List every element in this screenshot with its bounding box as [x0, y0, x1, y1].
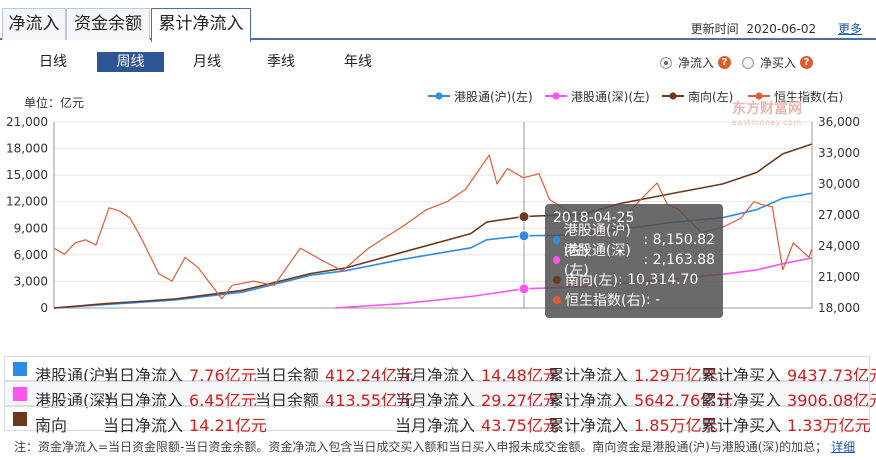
- tab-cumulative-inflow[interactable]: 累计净流入: [151, 8, 251, 42]
- y-right-tick-label: 18,000: [818, 301, 860, 315]
- legend-hgt-label: 港股通(沪)(左): [454, 89, 533, 104]
- chart-axes: 0 3,000 6,000 9,000 12,000 15,000 18,000 21,000…: [6, 115, 860, 315]
- summary-name: 港股通(深): [35, 391, 112, 410]
- cumulative-flow-chart[interactable]: 0 3,000 6,000 9,000 12,000 15,000 18,000 21,000…: [0, 110, 876, 320]
- help-icon[interactable]: ?: [800, 56, 814, 69]
- series-color-swatch: [13, 362, 27, 376]
- y-left-tick-label: 18,000: [6, 142, 48, 156]
- legend-sgt[interactable]: 港股通(深)(左): [545, 88, 650, 104]
- legend-south-label: 南向(左): [688, 89, 734, 104]
- y-right-tick-label: 36,000: [818, 115, 860, 129]
- period-daily[interactable]: 日线: [39, 54, 67, 70]
- tab-net-inflow[interactable]: 净流入: [2, 8, 66, 40]
- hover-marker-south: [518, 211, 530, 223]
- period-weekly[interactable]: 周线: [97, 52, 164, 72]
- option-net-inflow-label: 净流入: [678, 56, 715, 70]
- chart-hover-marks: [518, 122, 530, 308]
- details-link[interactable]: 详细: [831, 440, 856, 454]
- series-line-hgt: [53, 192, 812, 309]
- tooltip-dot-icon: [553, 236, 560, 244]
- tab-bar: 净流入 资金余额 累计净流入: [0, 0, 876, 42]
- legend-dot-icon: [669, 92, 677, 100]
- summary-name: 港股通(沪): [35, 366, 112, 385]
- y-left-tick-label: 15,000: [6, 168, 48, 182]
- legend-sgt-label: 港股通(深)(左): [571, 89, 650, 104]
- radio-unchecked-icon[interactable]: [742, 56, 754, 69]
- tooltip-dot-icon: [553, 256, 560, 264]
- legend-dot-icon: [755, 92, 763, 100]
- period-monthly[interactable]: 月线: [193, 54, 221, 70]
- y-right-tick-label: 24,000: [818, 239, 860, 253]
- help-icon[interactable]: ?: [718, 56, 732, 69]
- period-quarterly[interactable]: 季线: [267, 54, 295, 70]
- tooltip-row-sgt: 港股通(深)(左): 2,163.88: [553, 243, 715, 279]
- tooltip-row-hgt: 港股通(沪)(左): 8,150.82: [553, 223, 715, 259]
- hover-marker-sgt: [518, 283, 530, 295]
- tooltip-row-south: 南向(左): 10,314.70: [553, 270, 715, 290]
- y-left-tick-label: 6,000: [14, 248, 48, 262]
- summary-name: 南向: [35, 416, 68, 435]
- tab-fund-balance[interactable]: 资金余额: [66, 8, 150, 40]
- series-line-south: [53, 143, 812, 309]
- tooltip-date: 2018-04-25: [553, 210, 635, 226]
- legend-hgt[interactable]: 港股通(沪)(左): [428, 88, 533, 104]
- option-net-buy-label: 净买入: [760, 56, 797, 70]
- footnote: 注：资金净流入=当日资金限额-当日资金余额。资金净流入包含当日成交买入额和当日买…: [14, 440, 856, 454]
- y-right-tick-label: 21,000: [818, 270, 860, 284]
- y-right-tick-label: 27,000: [818, 208, 860, 222]
- legend-dot-icon: [552, 92, 560, 100]
- legend-south[interactable]: 南向(左): [662, 88, 733, 104]
- y-left-tick-label: 12,000: [6, 195, 48, 209]
- hover-marker-hgt: [518, 230, 530, 242]
- more-link[interactable]: 更多: [837, 22, 862, 36]
- series-line-hsi: [53, 154, 813, 300]
- y-left-tick-label: 0: [40, 301, 48, 315]
- tooltip-row-hsi: 恒生指数(右): -: [553, 290, 715, 310]
- tooltip-dot-icon: [553, 296, 561, 304]
- y-left-tick-label: 21,000: [6, 115, 48, 129]
- series-color-swatch: [13, 412, 27, 426]
- y-left-tick-label: 3,000: [14, 274, 48, 288]
- update-date: 2020-06-02: [746, 22, 817, 36]
- summary-row-sgt: 港股通(深) 当日净流入 6.45亿元 当日余额 413.55亿元 当月净流入 29.…: [4, 381, 876, 410]
- unit-label: 单位：亿元: [24, 96, 85, 110]
- update-label: 更新时间: [690, 22, 739, 36]
- legend-hsi[interactable]: 恒生指数(右): [748, 88, 843, 104]
- update-info: 更新时间 2020-06-02 更多: [691, 20, 862, 37]
- y-right-tick-label: 30,000: [818, 177, 860, 191]
- summary-row-south: 南向 当日净流入 14.21亿元 当月净流入 43.75亿元 累计净流入 1.85万亿…: [4, 406, 871, 435]
- radio-checked-icon[interactable]: [660, 56, 672, 69]
- legend-dot-icon: [435, 92, 443, 100]
- summary-row-hgt: 港股通(沪) 当日净流入 7.76亿元 当日余额 412.24亿元 当月净流入 14.…: [4, 356, 876, 385]
- period-yearly[interactable]: 年线: [344, 54, 372, 70]
- chart-tooltip: 2018-04-25 港股通(沪)(左): 8,150.82 港股通(深)(左)…: [545, 204, 723, 318]
- tooltip-dot-icon: [553, 276, 561, 284]
- series-color-swatch: [13, 387, 27, 401]
- option-net-inflow[interactable]: 净流入 ?: [660, 54, 732, 71]
- legend-hsi-label: 恒生指数(右): [774, 89, 844, 104]
- y-right-tick-label: 33,000: [818, 146, 860, 160]
- option-net-buy[interactable]: 净买入 ?: [742, 54, 814, 71]
- y-left-tick-label: 9,000: [14, 221, 48, 235]
